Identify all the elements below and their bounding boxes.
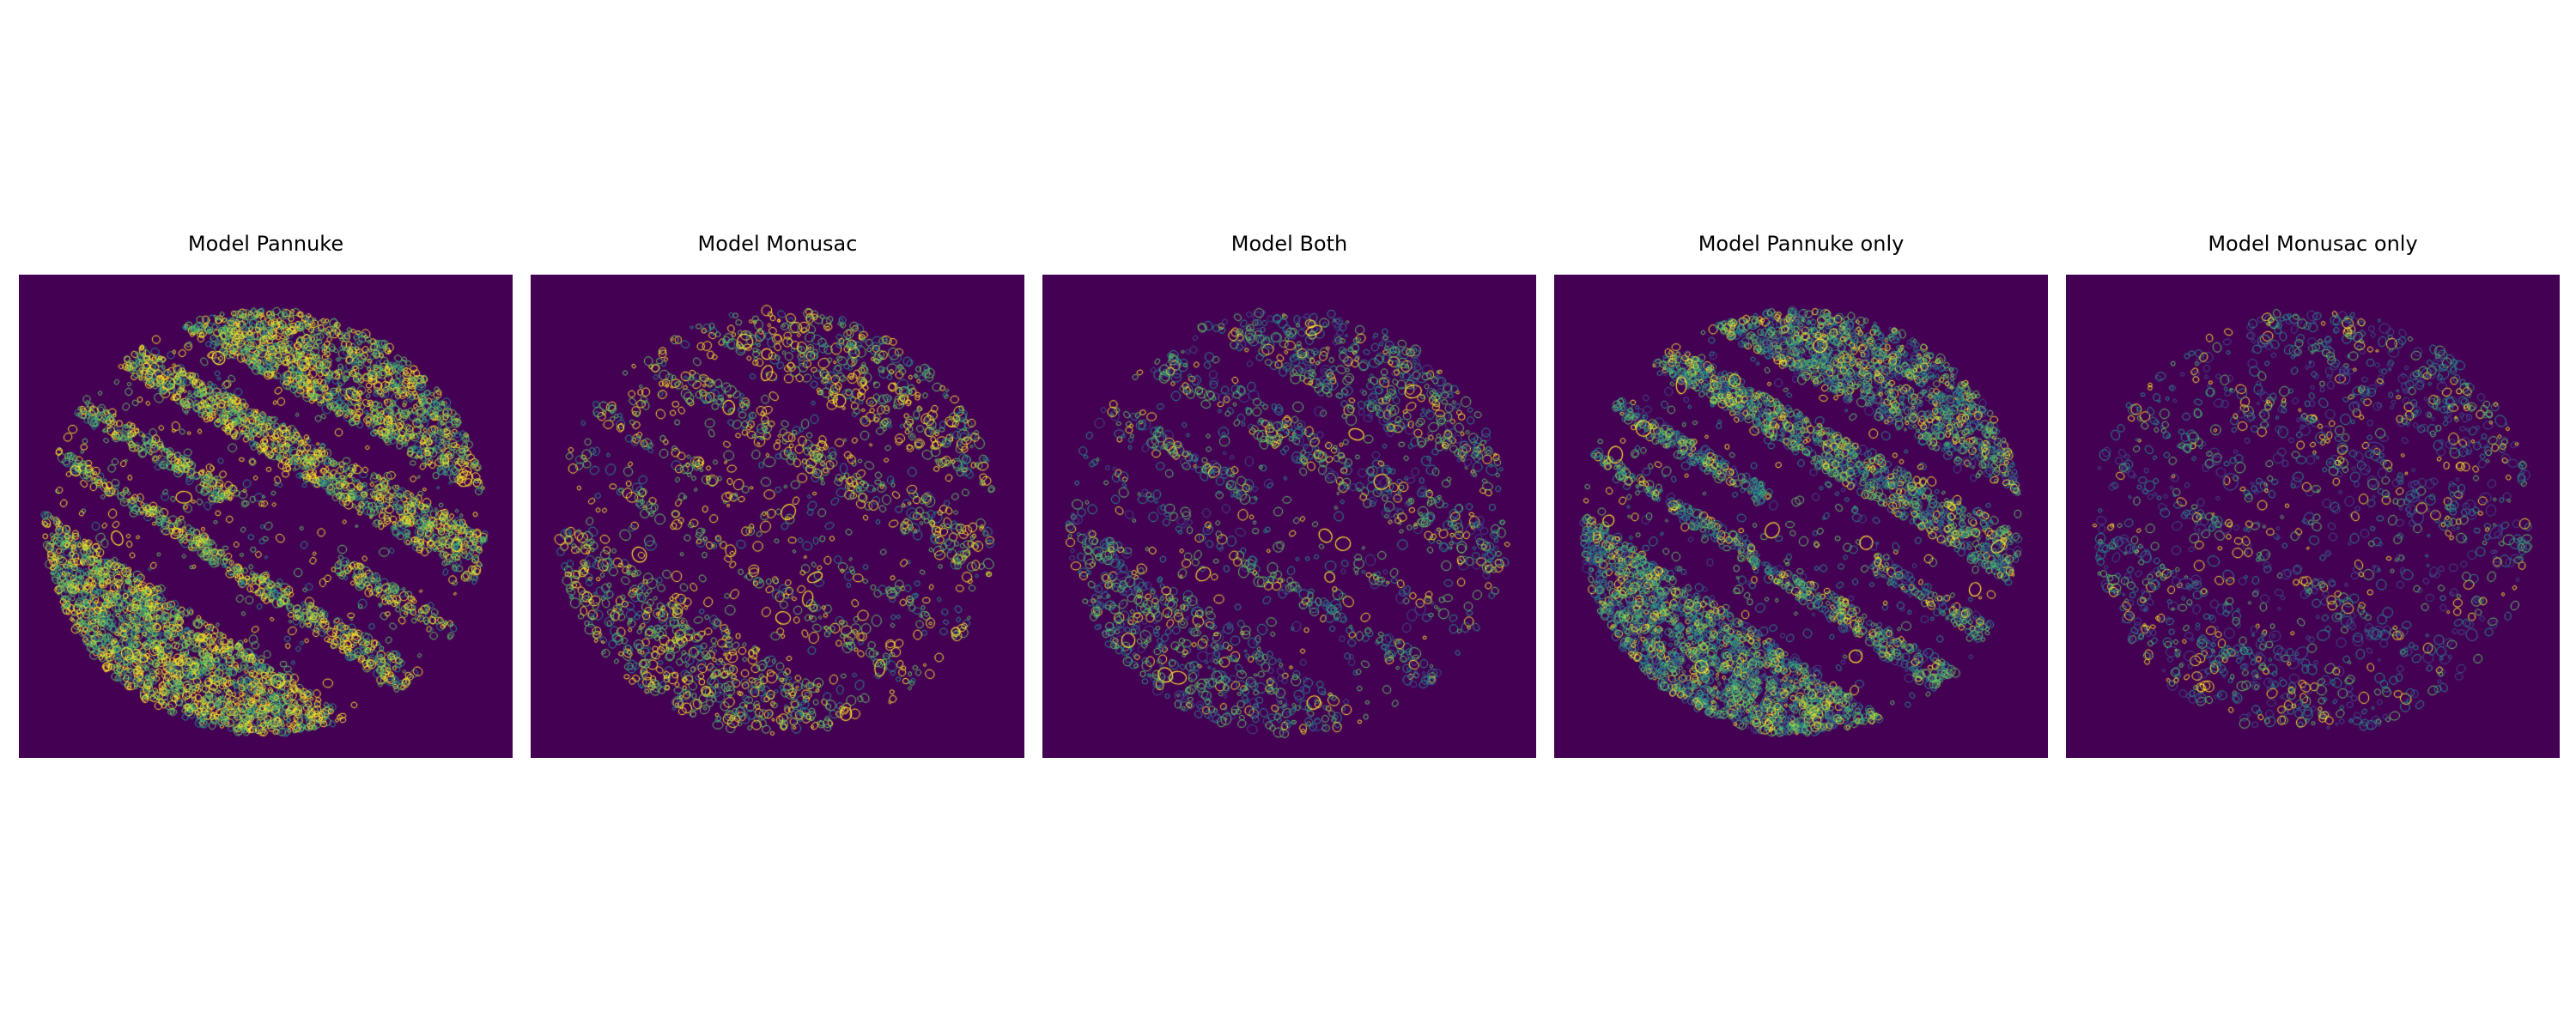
panel-image-pannuke-only	[1554, 275, 2048, 758]
panel-title-monusac: Model Monusac	[697, 232, 858, 256]
panel-image-monusac-only	[2066, 275, 2560, 758]
panel-title-pannuke: Model Pannuke	[187, 232, 344, 256]
panel-title-both: Model Both	[1230, 232, 1348, 256]
panel-image-monusac	[531, 275, 1024, 758]
panel-title-monusac-only: Model Monusac only	[2208, 232, 2418, 256]
panel-image-both	[1042, 275, 1536, 758]
panel-image-pannuke	[19, 275, 513, 758]
panel-title-pannuke-only: Model Pannuke only	[1698, 232, 1905, 256]
